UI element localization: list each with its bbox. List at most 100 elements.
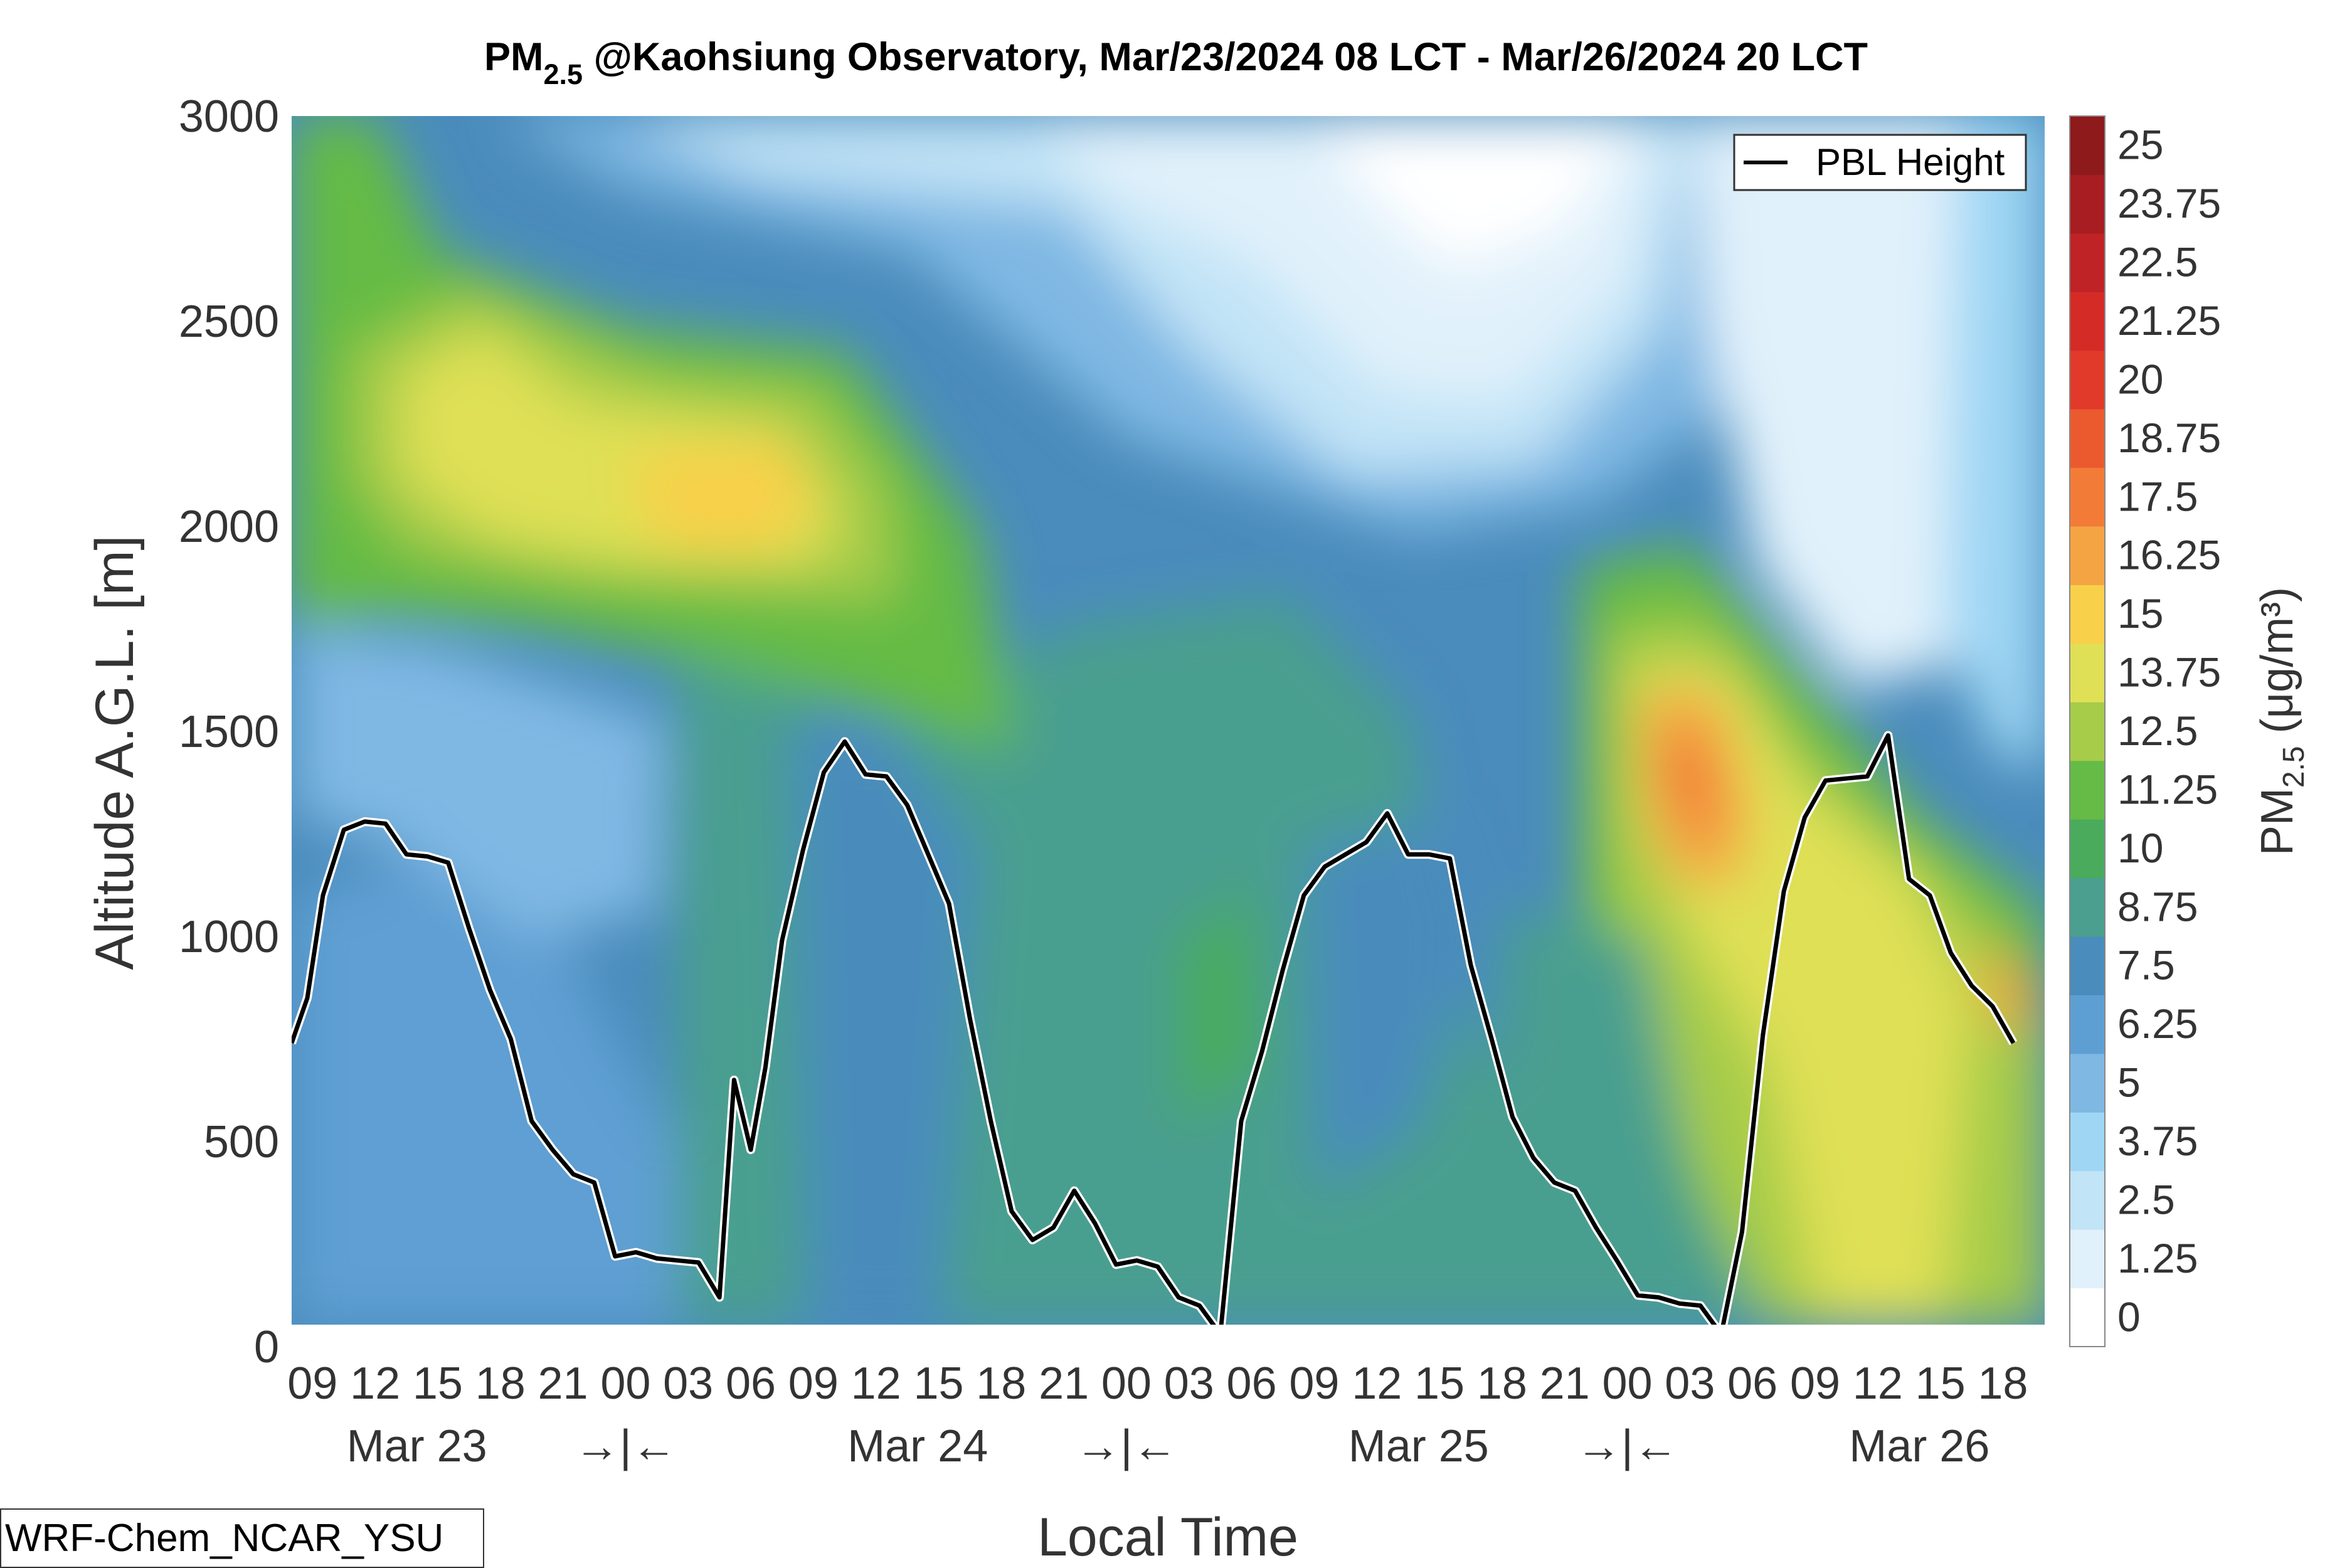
colorbar-tick-label: 6.25 <box>2117 1000 2198 1047</box>
x-tick-label: 12 <box>1352 1359 1402 1409</box>
model-source-label: WRF-Chem_NCAR_YSU <box>0 1508 484 1568</box>
y-tick-label: 2500 <box>179 297 279 347</box>
legend: PBL Height <box>1733 134 2027 191</box>
x-tick-label: 00 <box>1101 1359 1152 1409</box>
x-midnight-marker: →|← <box>1576 1421 1678 1471</box>
y-tick-label: 0 <box>254 1322 279 1372</box>
colorbar-title: PM2.5 (μg/m³) <box>2252 587 2311 856</box>
colorbar-segment <box>2070 467 2105 527</box>
colorbar-tick-label: 20 <box>2117 356 2163 402</box>
colorbar-segment <box>2070 233 2105 292</box>
x-tick-label: 12 <box>350 1359 400 1409</box>
colorbar-segment <box>2070 877 2105 937</box>
x-tick-label: 15 <box>913 1359 963 1409</box>
colorbar-tick-label: 15 <box>2117 590 2163 637</box>
x-tick-label: 18 <box>1477 1359 1527 1409</box>
x-midnight-marker: →|← <box>1076 1421 1178 1471</box>
x-tick-label: 06 <box>726 1359 776 1409</box>
y-tick-label: 1000 <box>179 912 279 962</box>
x-tick-label: 18 <box>976 1359 1026 1409</box>
field-red-plume <box>1662 734 1719 834</box>
colorbar-segment <box>2070 409 2105 469</box>
pbl-height-line <box>292 733 2016 1325</box>
colorbar-tick-label: 22.5 <box>2117 239 2198 285</box>
field-skyblue-left <box>295 627 665 941</box>
x-tick-label: 21 <box>1540 1359 1590 1409</box>
x-tick-label: 09 <box>788 1359 839 1409</box>
colorbar-tick-label: 18.75 <box>2117 415 2221 461</box>
colorbar-segment <box>2070 995 2105 1054</box>
colorbar: 0 1.25 2.5 3.75 5 6.25 7.5 8.75 10 11.25 12.5 13.75… <box>2069 115 2221 1347</box>
field-pure-white-top <box>1317 116 1631 270</box>
colorbar-tick-label: 17.5 <box>2117 473 2198 519</box>
field-green-right-edge <box>1982 1035 2045 1325</box>
colorbar-frame <box>2069 115 2106 1347</box>
x-tick-label: 09 <box>1289 1359 1339 1409</box>
colorbar-tick-label: 2.5 <box>2117 1176 2175 1222</box>
x-midnight-marker: →|← <box>575 1421 677 1471</box>
colorbar-segment <box>2070 702 2105 761</box>
colorbar-segment <box>2070 1288 2105 1347</box>
colorbar-segment <box>2070 760 2105 820</box>
colorbar-tick-label: 8.75 <box>2117 883 2198 930</box>
colorbar-tick-label: 7.5 <box>2117 942 2175 988</box>
colorbar-segment <box>2070 643 2105 702</box>
colorbar-tick-label: 16.25 <box>2117 532 2221 578</box>
colorbar-tick-label: 0 <box>2117 1293 2141 1340</box>
y-tick-label: 1500 <box>179 707 279 757</box>
y-axis-label: Altitude A.G.L. [m] <box>85 535 145 970</box>
x-tick-label: 21 <box>538 1359 588 1409</box>
colorbar-tick-label: 12.5 <box>2117 707 2198 754</box>
x-tick-label: 03 <box>1665 1359 1715 1409</box>
x-tick-label: 03 <box>663 1359 713 1409</box>
colorbar-tick-label: 10 <box>2117 825 2163 871</box>
x-tick-label: 09 <box>1790 1359 1840 1409</box>
colorbar-tick-label: 3.75 <box>2117 1118 2198 1164</box>
x-day-label: Mar 26 <box>1849 1421 1989 1471</box>
colorbar-segment <box>2070 1170 2105 1230</box>
x-axis-label: Local Time <box>1037 1507 1298 1567</box>
x-tick-label: 06 <box>1727 1359 1777 1409</box>
x-tick-label: 12 <box>1853 1359 1903 1409</box>
colorbar-segment <box>2070 174 2105 234</box>
colorbar-segment <box>2070 350 2105 410</box>
y-tick-label: 3000 <box>179 92 279 142</box>
x-tick-label: 15 <box>1915 1359 1966 1409</box>
heatmap-field <box>292 116 2045 1325</box>
x-day-label: Mar 25 <box>1348 1421 1489 1471</box>
x-tick-label: 03 <box>1164 1359 1214 1409</box>
heatmap-plot-area <box>292 116 2045 1347</box>
field-skyblue-right <box>1944 116 2045 771</box>
legend-label-pbl: PBL Height <box>1816 141 2005 183</box>
colorbar-segment <box>2070 116 2105 175</box>
colorbar-segment <box>2070 819 2105 879</box>
x-tick-label: 00 <box>1602 1359 1652 1409</box>
x-tick-label: 15 <box>1414 1359 1465 1409</box>
x-tick-label: 12 <box>851 1359 901 1409</box>
colorbar-segment <box>2070 1053 2105 1113</box>
x-axis-ticks: 09 12 15 18 21 00 03 06 09 12 15 18 21 00 03 06 09 12 15 18… <box>287 1359 2028 1409</box>
x-tick-label: 18 <box>1978 1359 2028 1409</box>
x-day-label: Mar 23 <box>347 1421 487 1471</box>
field-white-top-right <box>1693 116 2007 690</box>
colorbar-tick-label: 23.75 <box>2117 180 2221 226</box>
field-orange-surface-right <box>1976 941 2038 1035</box>
x-day-label: Mar 24 <box>847 1421 988 1471</box>
x-tick-label: 18 <box>475 1359 526 1409</box>
colorbar-segment <box>2070 1112 2105 1172</box>
colorbar-tick-label: 11.25 <box>2117 766 2218 812</box>
y-tick-label: 2000 <box>179 502 279 552</box>
field-blue-day3 <box>1305 815 1474 1192</box>
x-tick-label: 09 <box>287 1359 337 1409</box>
ground-band <box>292 1325 2045 1347</box>
y-tick-label: 500 <box>204 1117 279 1167</box>
x-axis-day-labels: Mar 23 Mar 24 Mar 25 Mar 26 →|← →|← →|← <box>347 1421 1990 1471</box>
chart-title: PM2.5 @Kaohsiung Observatory, Mar/23/202… <box>484 35 1868 90</box>
colorbar-tick-label: 13.75 <box>2117 649 2221 696</box>
field-teal-right-low <box>1493 909 1769 1325</box>
colorbar-tick-label: 5 <box>2117 1059 2141 1106</box>
x-tick-label: 21 <box>1039 1359 1089 1409</box>
x-tick-label: 15 <box>413 1359 463 1409</box>
colorbar-segment <box>2070 585 2105 644</box>
